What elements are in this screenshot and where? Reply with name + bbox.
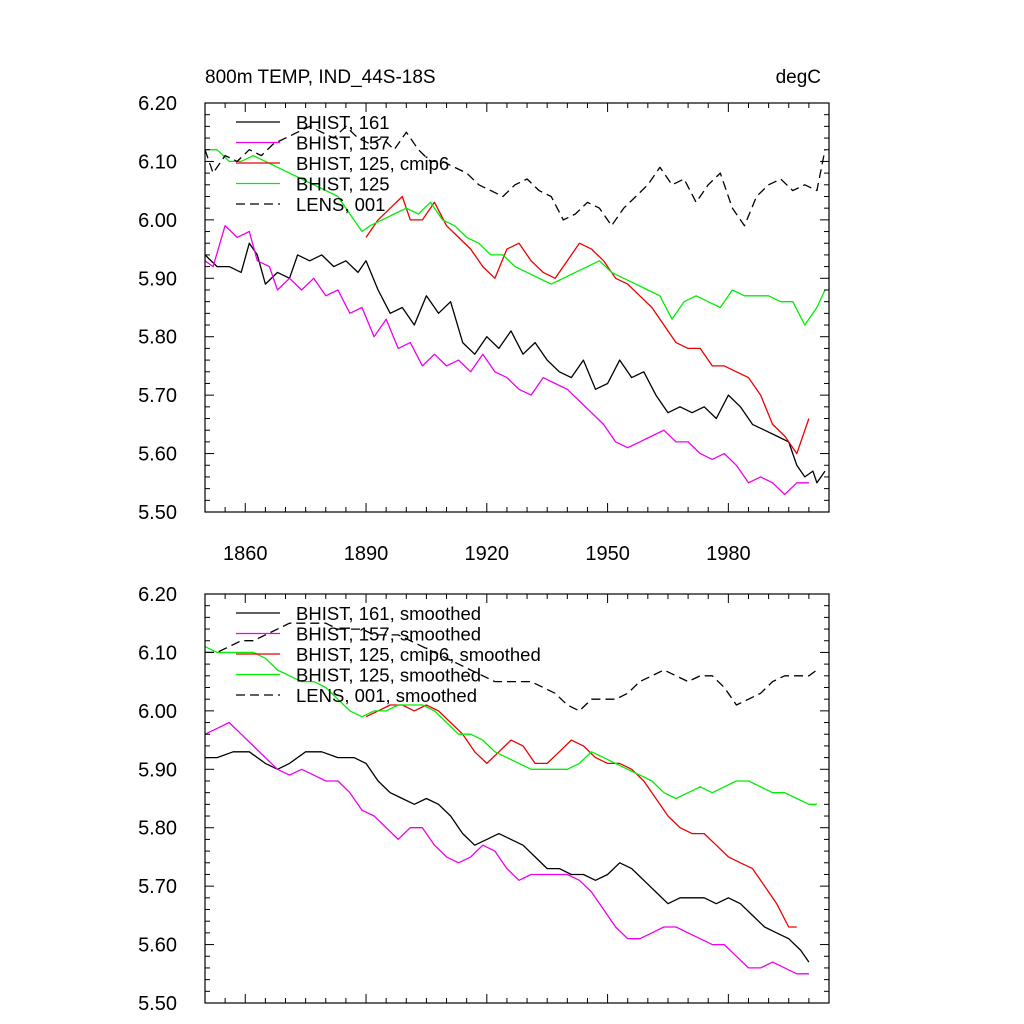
legend-label-4: BHIST, 125, smoothed	[296, 665, 481, 686]
y-tick-label: 5.70	[138, 876, 177, 898]
y-tick-label: 5.50	[138, 502, 177, 524]
y-tick-label: 5.60	[138, 444, 177, 466]
legend-label-4: BHIST, 125	[296, 174, 390, 195]
series-line-1	[204, 242, 826, 484]
legend-label-3: BHIST, 125, cmip6	[296, 153, 449, 174]
y-tick-label: 5.90	[138, 268, 177, 290]
y-tick-label: 6.00	[138, 210, 177, 232]
legend-label-2: BHIST, 157, smoothed	[296, 624, 481, 645]
legend-label-1: BHIST, 161, smoothed	[296, 603, 481, 624]
x-tick-label: 1950	[585, 543, 630, 565]
units-label: degC	[776, 67, 821, 88]
legend-label-2: BHIST, 157	[296, 133, 390, 154]
y-tick-label: 5.80	[138, 327, 177, 349]
y-tick-label: 5.50	[138, 993, 177, 1015]
y-tick-label: 6.10	[138, 642, 177, 664]
x-tick-label: 1920	[465, 543, 510, 565]
y-tick-label: 5.90	[138, 759, 177, 781]
series-line-2	[204, 225, 809, 496]
y-tick-label: 5.60	[138, 935, 177, 957]
series-line-2	[204, 721, 809, 975]
plot-frame	[204, 593, 830, 1004]
x-tick-label: 1860	[223, 543, 268, 565]
series-line-3	[365, 704, 797, 928]
series-line-3	[365, 195, 810, 455]
series-line-5	[204, 125, 826, 227]
y-tick-label: 6.20	[138, 584, 177, 606]
legend-label-3: BHIST, 125, cmip6, smoothed	[296, 644, 541, 665]
y-tick-label: 5.70	[138, 385, 177, 407]
legend-label-5: LENS, 001, smoothed	[296, 685, 477, 706]
plot-frame	[204, 102, 830, 513]
x-tick-label: 1890	[344, 543, 389, 565]
chart-title: 800m TEMP, IND_44S-18S	[205, 67, 436, 88]
y-tick-label: 6.10	[138, 151, 177, 173]
series-line-4	[205, 149, 826, 326]
x-tick-label: 1980	[706, 543, 751, 565]
series-line-5	[205, 622, 818, 712]
legend-label-1: BHIST, 161	[296, 112, 390, 133]
series-line-4	[204, 646, 817, 805]
legend-label-5: LENS, 001	[296, 194, 385, 215]
y-tick-label: 5.80	[138, 818, 177, 840]
chart-panel-1: 5.50 5.60 5.70 5.80 5.90 6.00 6.10 6.20 1860 1890…	[138, 67, 830, 565]
chart-panel-2: 5.50 5.60 5.70 5.80 5.90 6.00 6.10 6.20 BHIST, 1…	[138, 584, 830, 1015]
y-tick-label: 6.00	[138, 701, 177, 723]
series-line-1	[205, 751, 810, 963]
y-tick-label: 6.20	[138, 93, 177, 115]
